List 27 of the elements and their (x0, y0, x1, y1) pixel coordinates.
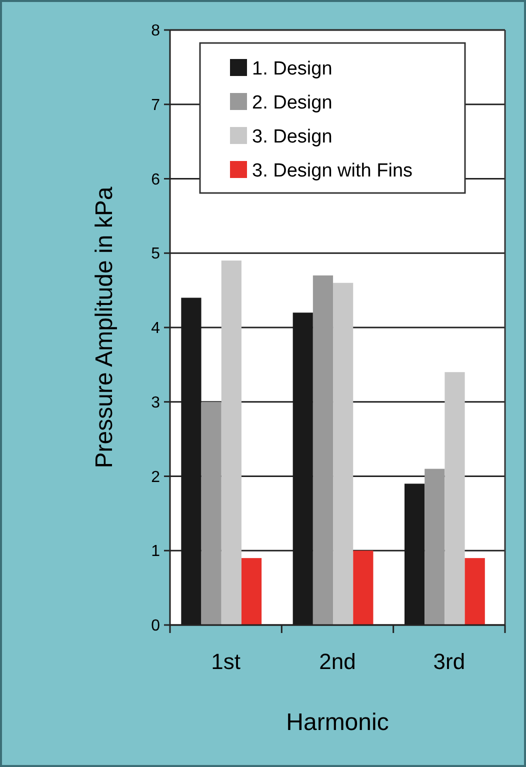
y-tick-label: 3 (151, 394, 160, 412)
bar (241, 558, 262, 625)
x-tick-label: 2nd (319, 649, 356, 674)
bar (312, 275, 334, 625)
bar (221, 260, 242, 625)
legend-label: 3. Design with Fins (252, 160, 413, 182)
bar (201, 402, 222, 625)
y-tick-label: 5 (151, 246, 160, 263)
y-tick-label: 7 (151, 96, 160, 114)
y-axis-title: Pressure Amplitude in kPa (91, 186, 118, 468)
legend-label: 2. Design (252, 92, 332, 114)
bar (353, 550, 374, 625)
legend-label: 3. Design (252, 126, 332, 148)
y-tick-label: 6 (151, 171, 160, 188)
x-axis-title: Harmonic (286, 709, 389, 736)
legend-label: 1. Design (252, 58, 332, 80)
y-tick-label: 8 (151, 22, 160, 40)
bar (444, 372, 465, 625)
y-tick-label: 0 (151, 618, 160, 635)
y-tick-label: 1 (151, 543, 160, 560)
x-tick-label: 3rd (433, 649, 466, 674)
y-tick-label: 4 (151, 320, 160, 338)
bar (424, 468, 445, 625)
x-tick-label: 1st (211, 649, 241, 674)
bar (464, 558, 485, 625)
bar (333, 282, 354, 625)
y-tick-label: 2 (151, 468, 160, 486)
